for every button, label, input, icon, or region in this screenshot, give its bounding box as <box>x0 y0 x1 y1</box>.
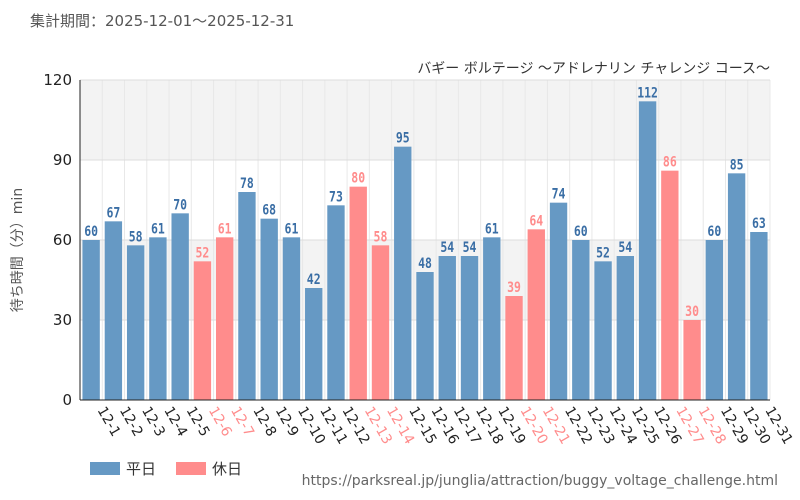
bar <box>661 170 679 400</box>
bar-value-label: 80 <box>351 171 365 187</box>
bar-value-label: 60 <box>574 224 588 240</box>
bar-value-label: 112 <box>637 85 658 101</box>
y-tick-label: 30 <box>53 311 72 329</box>
bar <box>171 213 189 400</box>
legend-item-weekday[interactable]: 平日 <box>90 458 156 479</box>
bar-value-label: 78 <box>240 176 254 192</box>
bar-value-label: 54 <box>463 240 477 256</box>
bar <box>572 240 590 400</box>
holiday-swatch <box>176 462 207 475</box>
bar-value-label: 67 <box>106 205 120 221</box>
bar <box>483 237 501 400</box>
bar <box>505 296 523 400</box>
bar-value-label: 54 <box>618 240 632 256</box>
bar-value-label: 74 <box>552 187 566 203</box>
bar <box>394 146 412 400</box>
y-tick-label: 60 <box>53 231 72 249</box>
bar-value-label: 70 <box>173 197 187 213</box>
bar <box>260 218 278 400</box>
bar <box>193 261 212 400</box>
chart-title: バギー ボルテージ ～アドレナリン チャレンジ コース～ <box>417 61 770 77</box>
bar <box>349 186 367 400</box>
legend-item-holiday[interactable]: 休日 <box>176 458 242 479</box>
bar-value-label: 52 <box>196 245 210 261</box>
bar-value-label: 63 <box>752 216 766 232</box>
bar <box>438 256 456 400</box>
y-tick-label: 90 <box>53 151 72 169</box>
bar-value-label: 64 <box>529 213 543 229</box>
bar-value-label: 68 <box>262 203 276 219</box>
y-tick-label: 120 <box>43 71 72 89</box>
bar <box>371 245 390 400</box>
bar-value-label: 60 <box>707 224 721 240</box>
bar-value-label: 58 <box>129 229 143 245</box>
bar <box>238 192 256 400</box>
bar <box>616 256 635 400</box>
bar <box>82 240 100 400</box>
bar-value-label: 61 <box>285 221 299 237</box>
bar <box>282 237 301 400</box>
period-label: 集計期間：2025-12-01～2025-12-31 <box>30 12 295 30</box>
bar <box>705 240 724 400</box>
bar <box>683 320 701 400</box>
bar <box>727 173 746 400</box>
bar-value-label: 86 <box>663 155 677 171</box>
bar-value-label: 30 <box>685 304 699 320</box>
bar <box>594 261 612 400</box>
weekday-legend-label: 平日 <box>126 460 157 478</box>
bar-value-label: 95 <box>396 131 410 147</box>
legend: 平日 休日 <box>90 458 242 479</box>
bar-value-label: 58 <box>374 229 388 245</box>
bar <box>104 221 123 400</box>
bar <box>638 101 657 400</box>
bar <box>460 256 479 400</box>
bar-value-label: 42 <box>307 272 321 288</box>
bar <box>549 202 568 400</box>
bar <box>149 237 167 400</box>
y-tick-label: 0 <box>62 391 72 409</box>
holiday-legend-label: 休日 <box>212 460 243 478</box>
bar-value-label: 61 <box>485 221 499 237</box>
bar-value-label: 60 <box>84 224 98 240</box>
bar-value-label: 73 <box>329 189 343 205</box>
bar <box>527 229 545 400</box>
bar <box>215 237 234 400</box>
bar <box>750 232 768 400</box>
bar <box>416 272 434 400</box>
weekday-swatch <box>90 462 120 475</box>
bar-value-label: 54 <box>440 240 454 256</box>
bar-value-label: 48 <box>418 256 432 272</box>
source-url: https://parksreal.jp/junglia/attraction/… <box>301 473 778 489</box>
bar-value-label: 85 <box>730 157 744 173</box>
bar <box>305 288 323 400</box>
plot-band <box>80 80 770 160</box>
bar <box>327 205 345 400</box>
bar-value-label: 39 <box>507 280 521 296</box>
bar-value-label: 61 <box>218 221 232 237</box>
bar <box>126 245 145 400</box>
bar-value-label: 61 <box>151 221 165 237</box>
bar-value-label: 52 <box>596 245 610 261</box>
